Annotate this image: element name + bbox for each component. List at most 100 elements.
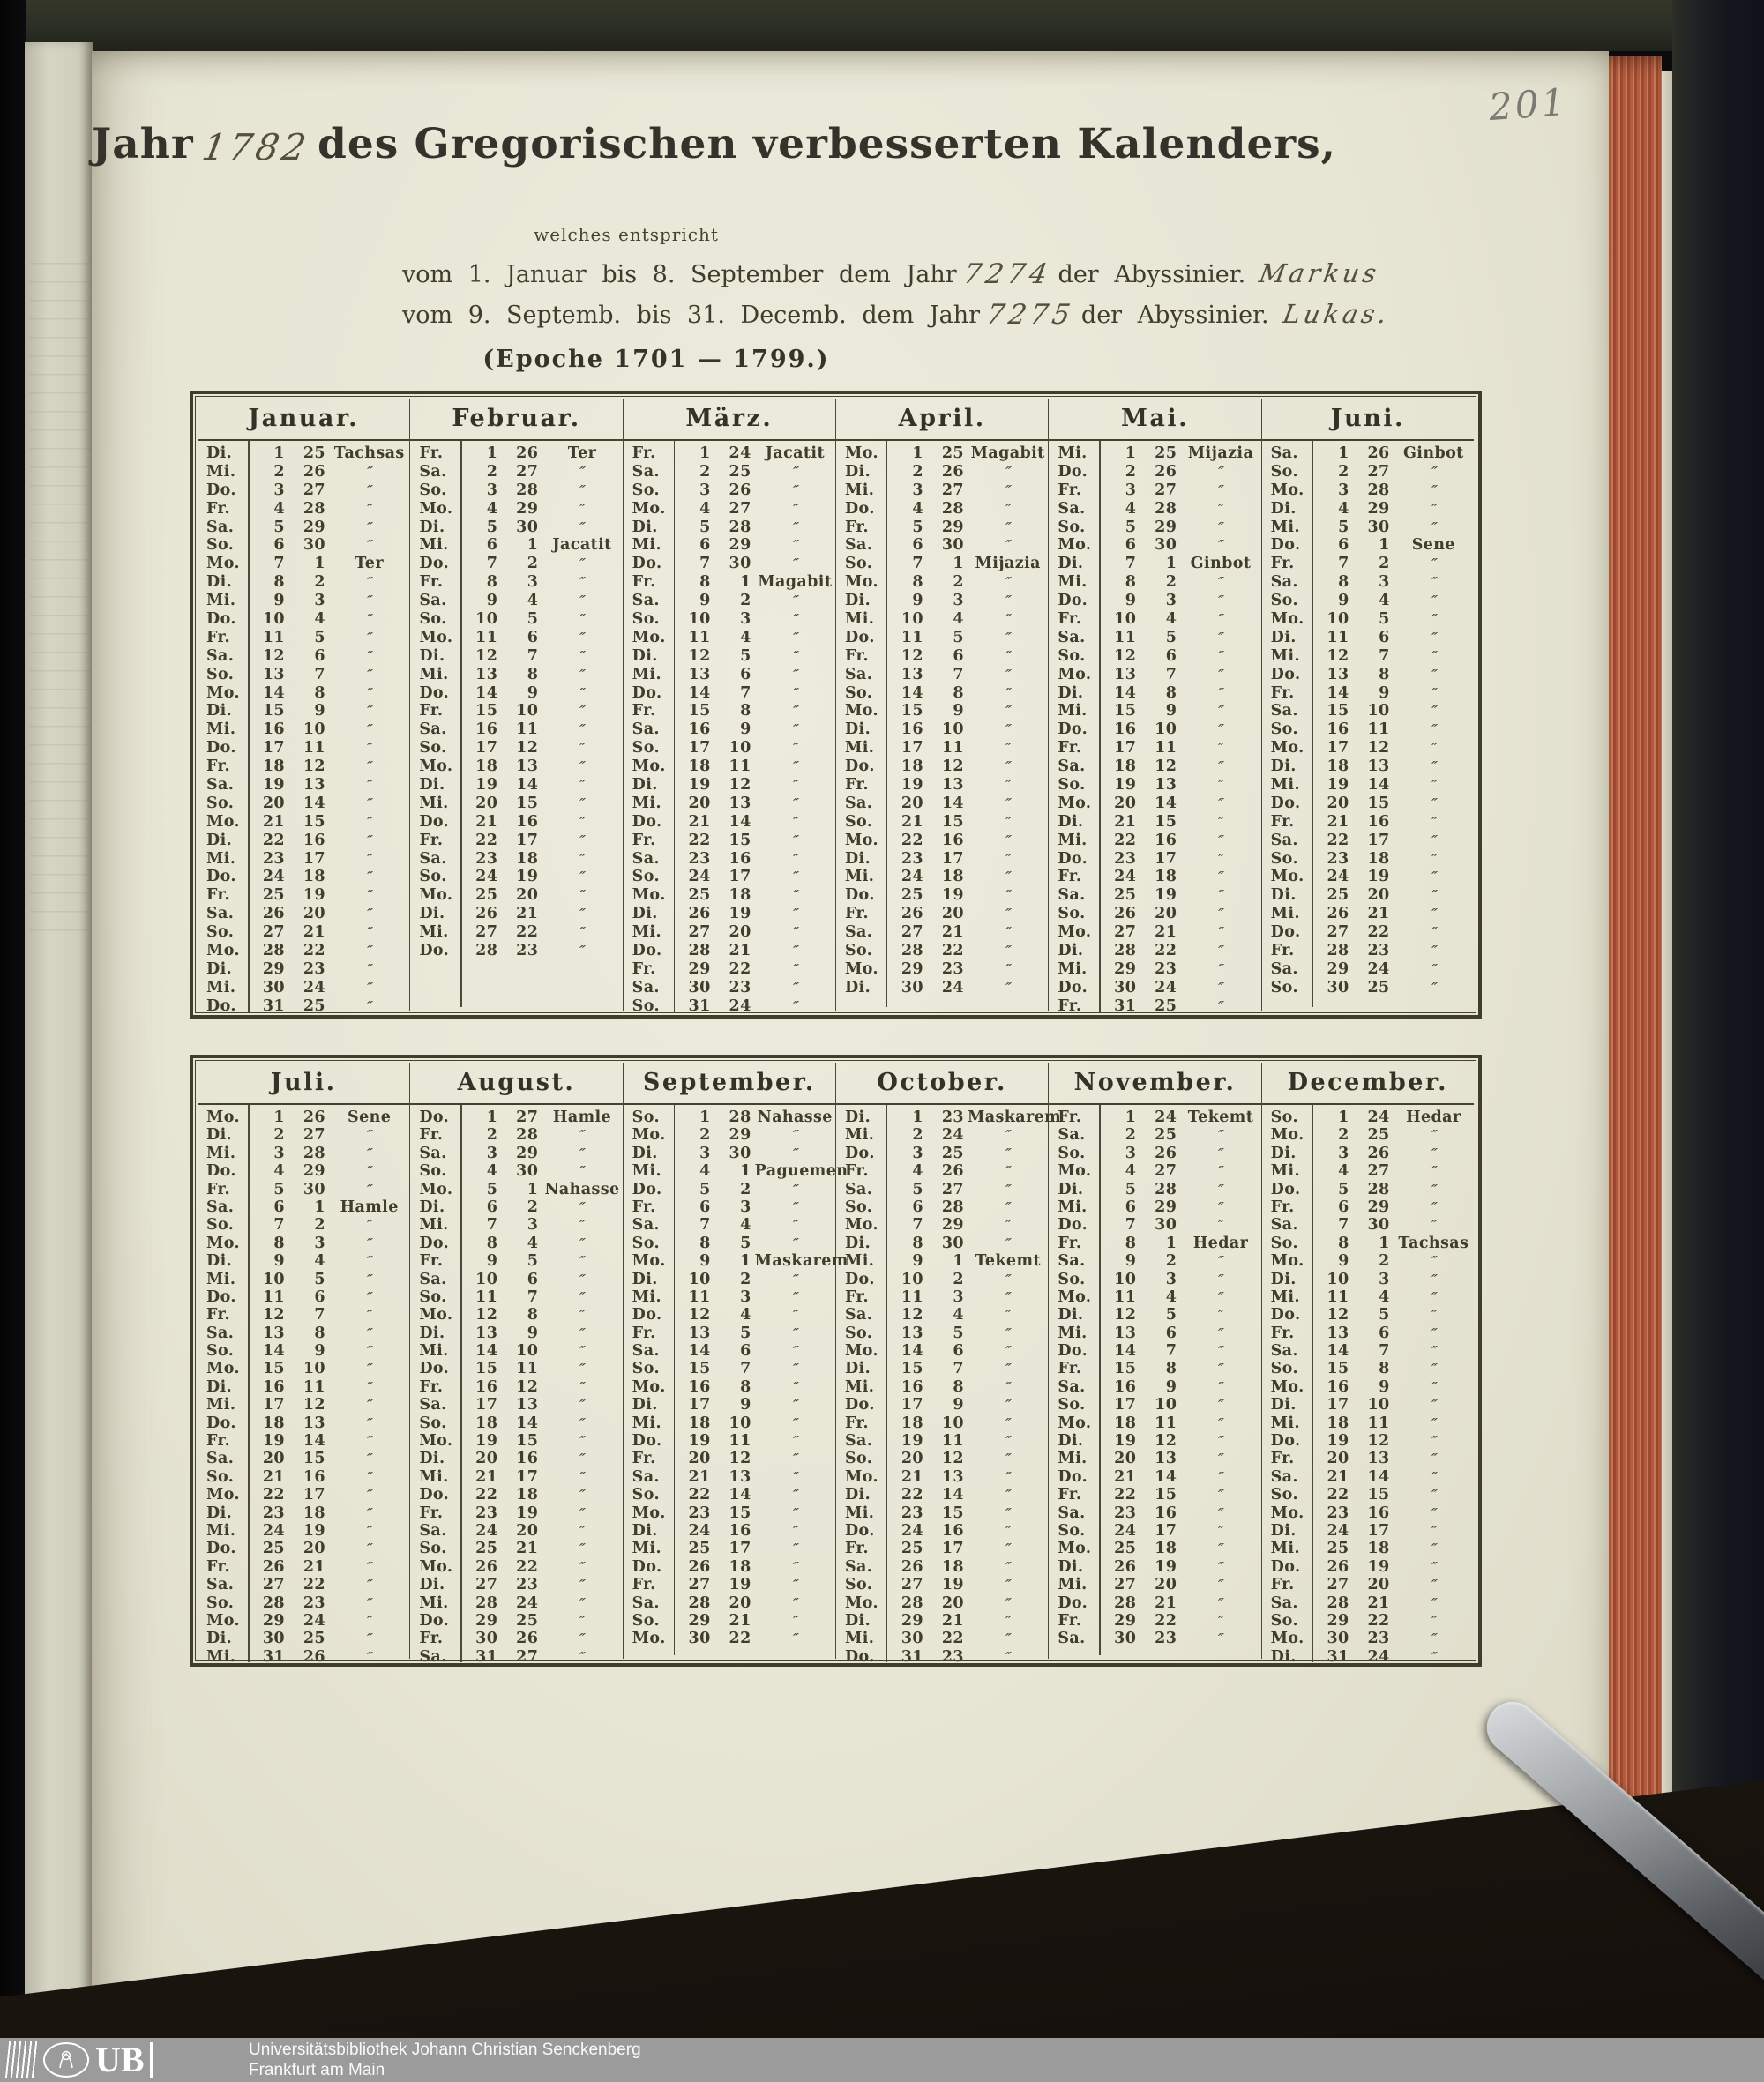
abyssinian-day: 29: [729, 1126, 751, 1145]
ditto-mark: ″: [363, 1253, 375, 1270]
weekday-abbrev: Mo.: [632, 499, 666, 518]
weekday-abbrev: Di.: [1270, 499, 1297, 518]
ditto-mark: ″: [789, 1487, 801, 1504]
abyssinian-day: 4: [1165, 1287, 1177, 1306]
gregorian-day: 25: [1114, 1540, 1137, 1558]
weekday-abbrev: Mo.: [1270, 1630, 1304, 1648]
gregorian-day: 12: [901, 1306, 923, 1325]
abyssinian-day: 8: [1165, 1360, 1177, 1378]
abyssinian-day: 18: [303, 1504, 325, 1522]
gregorian-day: 27: [475, 923, 498, 942]
ditto-mark: ″: [789, 519, 801, 535]
abyssinian-day: 22: [729, 1630, 751, 1648]
gregorian-day: 18: [901, 1414, 923, 1432]
ditto-mark: ″: [577, 1487, 587, 1504]
calendar-row: Di. 25 20 ″: [1262, 886, 1474, 905]
ditto-mark: ″: [577, 1253, 587, 1270]
weekday-abbrev: Mo.: [206, 1360, 241, 1378]
calendar-row: Mi. 22 16 ″: [1049, 832, 1260, 850]
abyssinian-day: 21: [303, 923, 325, 942]
abyssinian-day: 26: [516, 1630, 539, 1648]
gregorian-day: 29: [1114, 1611, 1137, 1630]
calendar-row: So. 29 22 ″: [1262, 1612, 1474, 1630]
weekday-abbrev: Mo.: [844, 1593, 879, 1612]
month-body: Fr. 1 26 Ter Sa. 2 27 ″ So. 3 28 ″ Mo. 4 29 ″ Di. 5 30 ″ Mi.…: [410, 441, 622, 1011]
weekday-abbrev: So.: [1058, 1521, 1086, 1540]
calendar-row: Do. 24 18 ″: [198, 868, 409, 886]
weekday-abbrev: Di.: [206, 1504, 233, 1522]
calendar-row: Do. 3 27 ″: [198, 481, 409, 500]
gregorian-day: 18: [901, 757, 923, 776]
weekday-abbrev: Di.: [206, 1252, 233, 1271]
weekday-abbrev: Mo.: [844, 444, 879, 462]
gregorian-day: 14: [688, 1342, 711, 1361]
abyssinian-day: 27: [1155, 481, 1177, 499]
weekday-abbrev: Mi.: [419, 665, 449, 683]
abyssinian-day: 24: [303, 978, 325, 996]
calendar-row: Mi. 18 10 ″: [624, 1414, 835, 1432]
calendar-row: Fr. 13 5 ″: [624, 1325, 835, 1342]
month-body: Fr. 1 24 Jacatit Sa. 2 25 ″ So. 3 26 ″ Mo. 4 27 ″ Di. 5 28…: [624, 441, 835, 1016]
calendar-row: Fr. 15 10 ″: [410, 702, 622, 720]
calendar-row: Fr. 3 27 ″: [1049, 481, 1260, 500]
abyssinian-day: 16: [303, 831, 325, 849]
calendar-row: Fr. 28 23 ″: [1262, 942, 1474, 960]
ditto-mark: ″: [577, 1612, 587, 1629]
ditto-mark: ″: [1215, 1487, 1226, 1504]
gregorian-day: 24: [688, 868, 711, 886]
abyssinian-day: 13: [303, 776, 325, 795]
calendar-row: Sa. 12 4 ″: [836, 1306, 1048, 1324]
calendar-row: So. 16 11 ″: [1262, 720, 1474, 739]
gregorian-day: 31: [901, 1647, 923, 1666]
gregorian-day: 1: [273, 1108, 285, 1126]
calendar-row: Do. 27 22 ″: [1262, 923, 1474, 942]
calendar-row: Mi. 26 21 ″: [1262, 905, 1474, 923]
gregorian-day: 24: [475, 868, 498, 886]
calendar-row: Sa. 15 10 ″: [1262, 702, 1474, 720]
gregorian-day: 14: [1114, 1342, 1137, 1361]
weekday-abbrev: Do.: [1270, 1557, 1301, 1576]
weekday-abbrev: Sa.: [632, 849, 660, 868]
ditto-mark: ″: [789, 1217, 801, 1234]
calendar-row: Sa. 13 7 ″: [836, 666, 1048, 684]
abyssinian-day: 13: [303, 1414, 325, 1432]
ditto-mark: ″: [789, 1612, 801, 1629]
weekday-abbrev: So.: [632, 868, 660, 886]
gregorian-day: 13: [688, 1324, 711, 1342]
gregorian-day: 13: [1327, 1324, 1349, 1342]
calendar-row: Di. 26 21 ″: [410, 905, 622, 923]
gregorian-day: 19: [1327, 1432, 1349, 1451]
ditto-mark: ″: [363, 684, 375, 701]
abyssinian-day: 3: [953, 1287, 964, 1306]
abyssinian-day: 25: [1155, 1126, 1177, 1145]
abyssinian-day: 15: [516, 1432, 539, 1451]
gregorian-day: 20: [1327, 794, 1349, 812]
abyssinian-day: 10: [729, 739, 751, 757]
ditto-mark: ″: [1002, 593, 1013, 609]
ditto-mark: ″: [789, 481, 801, 498]
weekday-abbrev: Mo.: [1270, 1504, 1304, 1522]
gregorian-day: 18: [475, 1414, 498, 1432]
handwritten-markus: Markus: [1257, 258, 1383, 288]
ditto-mark: ″: [363, 666, 375, 683]
weekday-abbrev: Fr.: [1058, 868, 1082, 886]
abyssinian-day: 13: [941, 1467, 964, 1486]
calendar-row: So. 13 5 ″: [836, 1325, 1048, 1342]
abyssinian-day: 5: [1165, 628, 1177, 646]
ditto-mark: ″: [789, 556, 801, 572]
weekday-abbrev: Mo.: [419, 628, 453, 646]
ditto-mark: ″: [1215, 1198, 1226, 1215]
ditto-mark: ″: [1428, 556, 1439, 572]
weekday-abbrev: Fr.: [1270, 555, 1295, 573]
abyssinian-day: 7: [314, 1306, 325, 1325]
abyssinian-day: 4: [314, 1252, 325, 1271]
weekday-abbrev: Do.: [844, 757, 875, 776]
gregorian-day: 22: [688, 1486, 711, 1504]
weekday-abbrev: Mi.: [1270, 1287, 1300, 1306]
abyssinian-day: 25: [729, 462, 751, 481]
weekday-abbrev: Fr.: [206, 1432, 231, 1451]
calendar-row: Mi. 28 24 ″: [410, 1594, 622, 1612]
gregorian-day: 2: [1125, 1126, 1137, 1145]
gregorian-day: 10: [1327, 1270, 1349, 1288]
calendar-row: Do. 6 1 Sene: [1262, 536, 1474, 555]
